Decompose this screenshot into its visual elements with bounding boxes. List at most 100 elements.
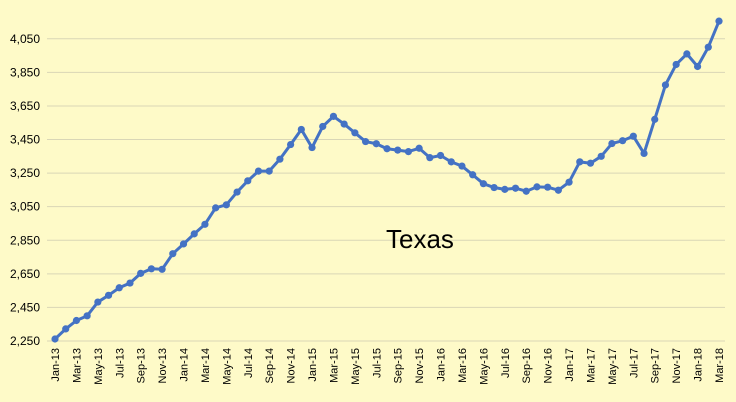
- x-tick-label: Nov-14: [286, 348, 298, 383]
- x-tick-label: Mar-13: [71, 348, 83, 383]
- data-point: [62, 325, 70, 333]
- data-points: [51, 17, 723, 343]
- y-tick-label: 3,450: [10, 133, 40, 147]
- data-point: [565, 178, 573, 186]
- data-point: [715, 17, 723, 25]
- data-point: [51, 335, 59, 343]
- data-point: [661, 81, 670, 89]
- x-tick-label: Sep-14: [264, 348, 276, 383]
- data-point: [212, 204, 220, 212]
- data-point: [597, 152, 605, 160]
- data-point: [651, 115, 659, 123]
- data-point: [469, 171, 477, 179]
- x-tick-label: Jul-13: [114, 348, 126, 378]
- y-tick-label: 3,850: [10, 65, 40, 79]
- x-tick-label: Mar-14: [200, 348, 212, 383]
- data-point: [190, 230, 198, 238]
- data-point: [319, 122, 327, 131]
- x-tick-label: Jul-17: [628, 348, 640, 378]
- y-tick-label: 2,850: [10, 233, 40, 247]
- data-point: [704, 43, 712, 51]
- data-point: [340, 120, 348, 128]
- data-point: [576, 158, 584, 166]
- gridlines: [47, 38, 725, 342]
- data-point: [479, 180, 487, 188]
- x-axis-tick-labels: Jan-13 Mar-13 May-13 Jul-13 Sep-13 Nov-13 Jan-…: [50, 348, 726, 385]
- x-tick-label: Jan-15: [307, 348, 319, 382]
- x-tick-label: Mar-17: [585, 348, 597, 383]
- data-point: [447, 158, 455, 166]
- data-point: [351, 129, 359, 137]
- x-tick-label: May-13: [93, 348, 105, 385]
- data-point: [265, 167, 273, 175]
- data-point: [169, 250, 177, 258]
- data-point: [308, 143, 316, 152]
- data-point: [415, 144, 423, 152]
- data-point: [158, 265, 166, 273]
- x-tick-label: Jan-17: [564, 348, 576, 382]
- chart-annotation-label: Texas: [386, 224, 454, 254]
- data-point: [640, 149, 648, 158]
- data-point: [244, 177, 252, 185]
- x-tick-label: Mar-15: [328, 348, 340, 383]
- data-point: [554, 186, 562, 194]
- data-point: [394, 146, 402, 154]
- data-point: [533, 183, 541, 191]
- data-point: [297, 125, 305, 134]
- x-tick-label: Jul-15: [371, 348, 383, 378]
- data-point: [490, 183, 498, 192]
- x-tick-label: Jan-13: [50, 348, 62, 382]
- data-point: [501, 185, 509, 193]
- data-point: [619, 137, 627, 145]
- data-point: [83, 312, 91, 320]
- data-point: [361, 137, 370, 146]
- data-point: [458, 162, 466, 170]
- x-tick-label: Nov-13: [157, 348, 169, 383]
- data-point: [254, 167, 263, 175]
- x-tick-label: Sep-13: [136, 348, 148, 383]
- data-point: [629, 132, 637, 140]
- x-tick-label: May-17: [607, 348, 619, 385]
- data-point: [276, 155, 284, 163]
- y-tick-label: 2,450: [10, 300, 40, 314]
- data-point: [115, 284, 123, 292]
- x-tick-label: Jan-14: [179, 348, 191, 382]
- x-tick-label: Nov-16: [543, 348, 555, 383]
- data-point: [222, 201, 230, 209]
- x-tick-label: Nov-17: [671, 348, 683, 383]
- x-tick-label: Jan-18: [693, 348, 705, 382]
- data-point: [147, 265, 155, 273]
- y-tick-label: 2,650: [10, 267, 40, 281]
- x-tick-label: Jul-16: [500, 348, 512, 378]
- data-point: [404, 148, 413, 156]
- x-tick-label: Mar-16: [457, 348, 469, 383]
- x-tick-label: Sep-15: [393, 348, 405, 383]
- data-point: [287, 140, 295, 149]
- x-tick-label: May-16: [478, 348, 490, 385]
- data-point: [179, 240, 188, 248]
- x-tick-label: Jul-14: [243, 348, 255, 378]
- x-tick-label: May-15: [350, 348, 362, 385]
- data-point: [126, 279, 134, 287]
- data-point: [329, 112, 338, 120]
- x-tick-label: Jan-16: [436, 348, 448, 382]
- x-tick-label: Mar-18: [714, 348, 726, 383]
- data-point: [201, 220, 209, 228]
- x-tick-label: Sep-16: [521, 348, 533, 383]
- data-point: [104, 291, 113, 299]
- data-point: [608, 139, 616, 148]
- y-tick-label: 4,050: [10, 32, 40, 46]
- y-tick-label: 2,250: [10, 334, 40, 348]
- y-tick-label: 3,050: [10, 200, 40, 214]
- data-point: [72, 316, 81, 325]
- y-axis-tick-labels: 2,250 2,450 2,650 2,850 3,050 3,250 3,450 3,650…: [10, 32, 40, 348]
- x-tick-label: Sep-17: [650, 348, 662, 383]
- data-point: [672, 60, 680, 69]
- data-point: [233, 188, 241, 196]
- data-point: [683, 50, 691, 58]
- data-point: [693, 62, 702, 71]
- y-tick-label: 3,650: [10, 99, 40, 113]
- x-tick-label: Nov-15: [414, 348, 426, 383]
- data-point: [137, 269, 145, 277]
